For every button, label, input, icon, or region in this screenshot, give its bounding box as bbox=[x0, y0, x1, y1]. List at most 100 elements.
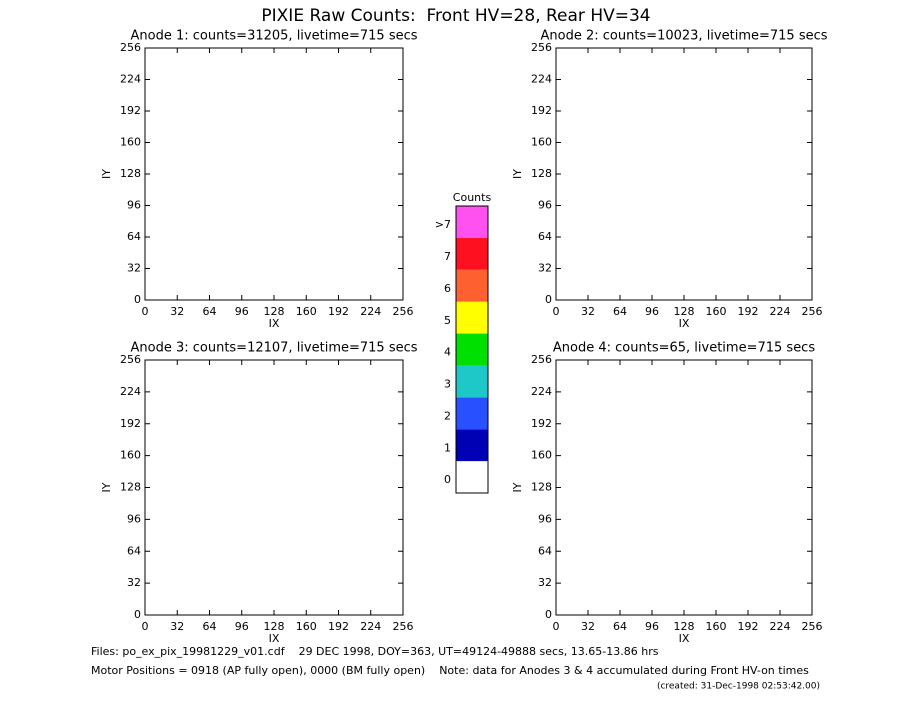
y-tick-label: 160 bbox=[531, 136, 552, 149]
plot-area bbox=[144, 47, 404, 301]
x-tick-label: 192 bbox=[738, 620, 759, 633]
y-tick-label: 96 bbox=[127, 512, 141, 525]
y-tick-label: 32 bbox=[538, 262, 552, 275]
x-axis-label: IX bbox=[679, 632, 690, 645]
x-tick-label: 96 bbox=[645, 620, 659, 633]
y-tick-label: 96 bbox=[127, 199, 141, 212]
colorbar-cell bbox=[456, 206, 488, 238]
x-tick-label: 224 bbox=[360, 620, 381, 633]
x-tick-label: 64 bbox=[203, 620, 217, 633]
y-tick-label: 192 bbox=[531, 104, 552, 117]
x-tick-label: 256 bbox=[802, 620, 823, 633]
colorbar-label: 1 bbox=[444, 441, 451, 454]
y-tick-label: 192 bbox=[120, 417, 141, 430]
footer-line: (created: 31-Dec-1998 02:53:42.00) bbox=[657, 682, 820, 692]
x-tick-label: 0 bbox=[553, 620, 560, 633]
y-tick-label: 160 bbox=[120, 136, 141, 149]
x-tick-label: 0 bbox=[142, 620, 149, 633]
y-tick-label: 32 bbox=[127, 262, 141, 275]
x-tick-label: 192 bbox=[328, 620, 349, 633]
y-tick-label: 96 bbox=[538, 199, 552, 212]
y-axis-label: IY bbox=[511, 482, 524, 492]
colorbar-frame bbox=[455, 205, 489, 494]
colorbar-cell bbox=[456, 301, 488, 334]
colorbar-cell bbox=[456, 461, 488, 493]
y-tick-label: 128 bbox=[531, 481, 552, 494]
y-tick-label: 192 bbox=[531, 417, 552, 430]
x-tick-label: 0 bbox=[142, 305, 149, 318]
plot-area bbox=[555, 359, 813, 616]
colorbar-label: 5 bbox=[444, 314, 451, 327]
x-tick-label: 128 bbox=[674, 620, 695, 633]
x-tick-label: 256 bbox=[393, 305, 414, 318]
y-tick-label: 256 bbox=[531, 353, 552, 366]
y-tick-label: 160 bbox=[531, 449, 552, 462]
y-tick-label: 32 bbox=[538, 576, 552, 589]
y-tick-label: 96 bbox=[538, 512, 552, 525]
x-tick-label: 128 bbox=[674, 305, 695, 318]
y-axis-label: IY bbox=[100, 169, 113, 179]
x-tick-label: 32 bbox=[581, 620, 595, 633]
colorbar-label: 4 bbox=[444, 346, 451, 359]
colorbar-label: 3 bbox=[444, 378, 451, 391]
x-tick-label: 64 bbox=[613, 620, 627, 633]
colorbar-cell bbox=[456, 397, 488, 430]
y-tick-label: 0 bbox=[134, 293, 141, 306]
page-title: PIXIE Raw Counts: Front HV=28, Rear HV=3… bbox=[261, 6, 650, 26]
x-tick-label: 224 bbox=[360, 305, 381, 318]
x-tick-label: 192 bbox=[738, 305, 759, 318]
colorbar-cell bbox=[456, 429, 488, 462]
x-tick-label: 64 bbox=[203, 305, 217, 318]
y-tick-label: 64 bbox=[538, 544, 552, 557]
y-tick-label: 224 bbox=[531, 73, 552, 86]
y-tick-label: 64 bbox=[538, 230, 552, 243]
colorbar-label: 6 bbox=[444, 282, 451, 295]
y-tick-label: 256 bbox=[120, 353, 141, 366]
panel-title: Anode 1: counts=31205, livetime=715 secs bbox=[130, 29, 417, 44]
y-tick-label: 64 bbox=[127, 230, 141, 243]
x-axis-label: IX bbox=[679, 317, 690, 330]
y-tick-label: 224 bbox=[531, 385, 552, 398]
y-tick-label: 192 bbox=[120, 104, 141, 117]
colorbar-label: 0 bbox=[444, 473, 451, 486]
x-tick-label: 160 bbox=[296, 305, 317, 318]
colorbar-label: >7 bbox=[435, 218, 451, 231]
footer-line: Motor Positions = 0918 (AP fully open), … bbox=[91, 664, 809, 677]
colorbar-cell bbox=[456, 269, 488, 302]
colorbar-label: 2 bbox=[444, 409, 451, 422]
plot-area bbox=[144, 359, 404, 616]
y-tick-label: 256 bbox=[120, 41, 141, 54]
x-tick-label: 128 bbox=[264, 305, 285, 318]
plot-area bbox=[555, 47, 813, 301]
x-tick-label: 32 bbox=[170, 620, 184, 633]
x-tick-label: 0 bbox=[553, 305, 560, 318]
y-tick-label: 160 bbox=[120, 449, 141, 462]
y-axis-label: IY bbox=[511, 169, 524, 179]
x-tick-label: 224 bbox=[770, 305, 791, 318]
colorbar-cell bbox=[456, 333, 488, 366]
y-tick-label: 0 bbox=[545, 293, 552, 306]
x-tick-label: 96 bbox=[645, 305, 659, 318]
x-tick-label: 256 bbox=[802, 305, 823, 318]
x-axis-label: IX bbox=[269, 317, 280, 330]
footer-line: Files: po_ex_pix_19981229_v01.cdf 29 DEC… bbox=[91, 645, 659, 658]
x-tick-label: 96 bbox=[235, 305, 249, 318]
y-axis-label: IY bbox=[100, 482, 113, 492]
x-tick-label: 128 bbox=[264, 620, 285, 633]
x-tick-label: 160 bbox=[706, 620, 727, 633]
y-tick-label: 0 bbox=[134, 608, 141, 621]
x-tick-label: 192 bbox=[328, 305, 349, 318]
y-tick-label: 128 bbox=[120, 481, 141, 494]
colorbar-title: Counts bbox=[453, 191, 492, 204]
y-tick-label: 128 bbox=[120, 167, 141, 180]
y-tick-label: 64 bbox=[127, 544, 141, 557]
panel-title: Anode 2: counts=10023, livetime=715 secs bbox=[540, 29, 827, 44]
y-tick-label: 32 bbox=[127, 576, 141, 589]
y-tick-label: 0 bbox=[545, 608, 552, 621]
x-tick-label: 64 bbox=[613, 305, 627, 318]
x-tick-label: 256 bbox=[393, 620, 414, 633]
x-tick-label: 32 bbox=[581, 305, 595, 318]
y-tick-label: 128 bbox=[531, 167, 552, 180]
panel-title: Anode 3: counts=12107, livetime=715 secs bbox=[130, 341, 417, 356]
